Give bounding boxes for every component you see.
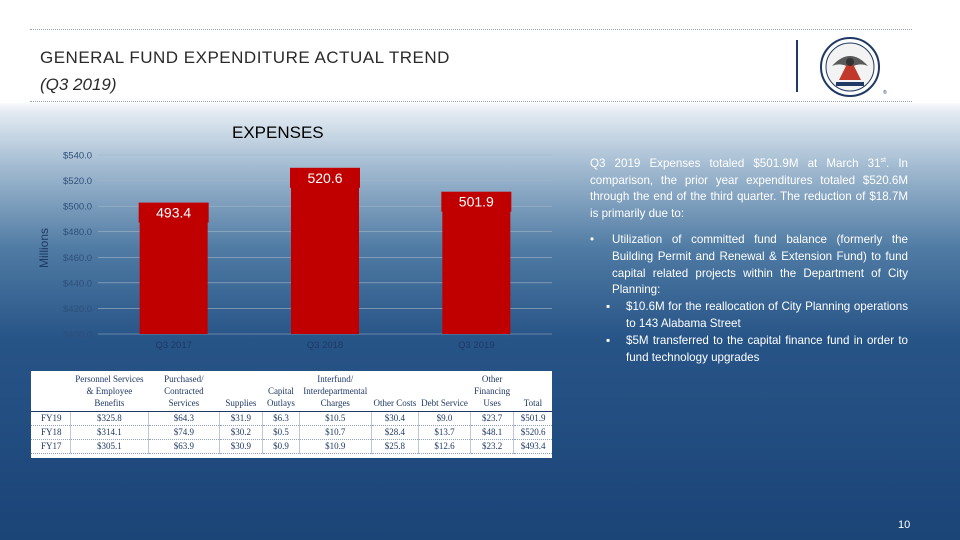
col-header-purchased: Purchased/Contracted Services xyxy=(148,371,220,412)
cell-supplies: $30.9 xyxy=(219,439,263,454)
cell-supplies: $30.2 xyxy=(219,425,263,440)
y-tick-label: $480.0 xyxy=(63,227,92,238)
cell-debt: $13.7 xyxy=(418,425,471,440)
summary-text: Q3 2019 Expenses totaled $501.9M at Marc… xyxy=(590,153,908,366)
expenditure-table: Personnel Services & Employee Benefits Pu… xyxy=(31,371,552,458)
slide-subtitle: (Q3 2019) xyxy=(40,75,117,94)
col-header-interfund: Interfund/Interdepartmental Charges xyxy=(299,371,371,412)
cell-personnel: $305.1 xyxy=(70,439,149,454)
cell-debt: $12.6 xyxy=(418,439,471,454)
cell-personnel: $314.1 xyxy=(70,425,149,440)
col-header-total: Total xyxy=(513,371,552,412)
cell-year: FY18 xyxy=(31,425,71,440)
data-label-box xyxy=(290,167,360,188)
cell-other-costs: $25.8 xyxy=(371,439,420,454)
slide-title: GENERAL FUND EXPENDITURE ACTUAL TREND xyxy=(40,48,450,67)
y-tick-label: $400.0 xyxy=(63,330,92,341)
cell-personnel: $325.8 xyxy=(70,411,149,426)
summary-subbullet: ▪ $10.6M for the reallocation of City Pla… xyxy=(606,300,908,331)
cell-capital: $0.5 xyxy=(262,425,301,440)
table-header-row: Personnel Services & Employee Benefits Pu… xyxy=(31,371,552,412)
header-vertical-divider xyxy=(796,40,798,92)
y-tick-label: $540.0 xyxy=(63,151,92,162)
y-tick-label: $420.0 xyxy=(63,304,92,315)
cell-capital: $0.9 xyxy=(262,439,301,454)
summary-intro: Q3 2019 Expenses totaled $501.9M at Marc… xyxy=(590,156,908,221)
cell-total: $493.4 xyxy=(513,439,552,454)
cell-other-financing: $23.7 xyxy=(470,411,515,426)
data-label-box xyxy=(441,191,512,212)
chart-title: EXPENSES xyxy=(232,123,324,142)
cell-other-costs: $30.4 xyxy=(371,411,420,426)
cell-year: FY19 xyxy=(31,411,71,426)
cell-total: $520.6 xyxy=(513,425,552,440)
cell-capital: $6.3 xyxy=(262,411,301,426)
col-header-personnel: Personnel Services & Employee Benefits xyxy=(70,371,149,412)
table-row: FY17 $305.1 $63.9 $30.9 $0.9 $10.9 $25.8… xyxy=(31,439,552,454)
cell-purchased: $74.9 xyxy=(148,425,220,440)
y-axis-label: Millions xyxy=(37,228,51,268)
table-row: FY18 $314.1 $74.9 $30.2 $0.5 $10.7 $28.4… xyxy=(31,425,552,440)
col-header-supplies: Supplies xyxy=(219,371,263,412)
city-seal-logo: ® xyxy=(820,37,887,97)
cell-other-financing: $48.1 xyxy=(470,425,515,440)
bar-data-label: 493.4 xyxy=(156,205,191,221)
col-header-other-financing: Other Financing Uses xyxy=(470,371,514,412)
slide-header xyxy=(0,0,960,103)
header-top-divider xyxy=(30,29,912,30)
cell-other-financing: $23.2 xyxy=(470,439,515,454)
y-tick-label: $520.0 xyxy=(63,176,92,187)
bar-data-label: 520.6 xyxy=(307,170,342,186)
cell-other-costs: $28.4 xyxy=(371,425,420,440)
y-tick-label: $460.0 xyxy=(63,253,92,264)
y-tick-label: $440.0 xyxy=(63,278,92,289)
col-header-debt-service: Debt Service xyxy=(418,371,471,412)
summary-bullet: • Utilization of committed fund balance (… xyxy=(590,233,908,297)
summary-subbullet: ▪ $5M transferred to the capital finance … xyxy=(606,333,908,364)
cell-supplies: $31.9 xyxy=(219,411,263,426)
col-header-capital: Capital Outlays xyxy=(262,371,300,412)
cell-year: FY17 xyxy=(31,439,71,454)
x-tick-label: Q3 2018 xyxy=(307,340,343,351)
cell-purchased: $64.3 xyxy=(148,411,220,426)
expenses-bar-chart: $540.0 $520.0 $500.0 $480.0 $460.0 $440.0 $420… xyxy=(37,151,552,351)
x-tick-label: Q3 2019 xyxy=(458,340,494,351)
header-bottom-divider xyxy=(30,101,912,102)
cell-purchased: $63.9 xyxy=(148,439,220,454)
cell-total: $501.9 xyxy=(513,411,552,426)
cell-interfund: $10.7 xyxy=(299,425,372,440)
cell-interfund: $10.5 xyxy=(299,411,372,426)
expense-bar xyxy=(291,179,359,334)
page-number: 10 xyxy=(898,519,911,531)
x-tick-label: Q3 2017 xyxy=(155,340,191,351)
table-row: FY19 $325.8 $64.3 $31.9 $6.3 $10.5 $30.4… xyxy=(31,411,552,426)
y-tick-label: $500.0 xyxy=(63,202,92,213)
expense-bar xyxy=(442,203,511,334)
col-header-other-costs: Other Costs xyxy=(371,371,419,412)
cell-interfund: $10.9 xyxy=(299,439,372,454)
cell-debt: $9.0 xyxy=(418,411,471,426)
expense-bar xyxy=(139,214,208,334)
data-label-box xyxy=(138,202,209,223)
bar-data-label: 501.9 xyxy=(459,194,494,210)
svg-text:®: ® xyxy=(883,89,887,96)
